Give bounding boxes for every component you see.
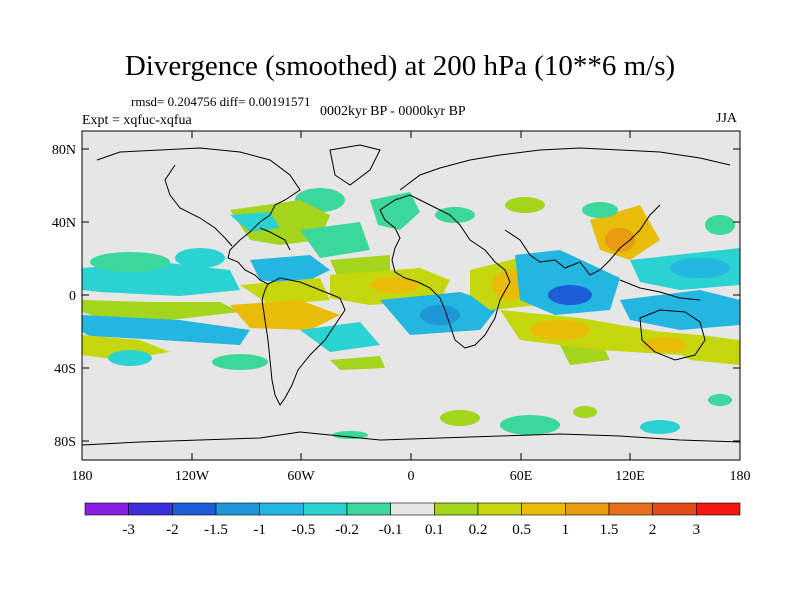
field-polygon: [82, 300, 240, 320]
colorbar-swatch: [652, 502, 697, 516]
lon-label-60e: 60E: [510, 469, 533, 484]
field-polygon: [440, 410, 480, 426]
colorbar-label: -0.2: [335, 522, 359, 538]
colorbar-label: 1.5: [600, 522, 619, 538]
coastline-south-america: [261, 277, 346, 406]
coastline-north-america: [96, 147, 301, 285]
coastline-greenland: [329, 144, 381, 186]
lon-label-0: 0: [408, 469, 415, 484]
colorbar-swatch: [259, 502, 304, 516]
lat-label-40n: 40N: [52, 216, 76, 231]
field-polygon: [573, 406, 597, 418]
field-polygon: [548, 285, 592, 305]
field-polygon: [90, 252, 170, 272]
field-polygon: [82, 315, 250, 345]
field-polygon: [370, 277, 420, 293]
field-polygon: [212, 354, 268, 370]
lat-axis: 80N 40N 0 40S 80S: [52, 143, 740, 450]
field-polygon: [620, 290, 740, 330]
field-polygon: [708, 394, 732, 406]
colorbar-swatch: [84, 502, 129, 516]
lat-label-80n: 80N: [52, 143, 76, 158]
lon-label-180e: 180: [730, 469, 751, 484]
colorbar-label: -0.1: [379, 522, 403, 538]
colorbar-swatch: [477, 502, 522, 516]
colorbar-label: 0.2: [469, 522, 488, 538]
stats-label: rmsd= 0.204756 diff= 0.00191571: [131, 94, 311, 109]
field-polygon: [250, 255, 330, 285]
colorbar-swatch: [608, 502, 653, 516]
coastline-scandinavia: [399, 154, 501, 191]
lon-label-120w: 120W: [175, 469, 210, 484]
coastline-south-asia: [504, 204, 661, 276]
lon-label-120e: 120E: [615, 469, 645, 484]
colorbar-label: 0.5: [512, 522, 531, 538]
colorbar-swatch: [303, 502, 348, 516]
field-polygon: [505, 197, 545, 213]
coastline-gulf: [259, 227, 291, 251]
field-polygon: [670, 258, 730, 278]
field-polygon: [582, 202, 618, 218]
coastline-pacific-na: [164, 164, 233, 247]
period-label: 0002kyr BP - 0000kyr BP: [320, 104, 466, 119]
colorbar-label: 0.1: [425, 522, 444, 538]
coastline-antarctica: [82, 431, 740, 446]
coastline-arctic-asia: [499, 147, 731, 166]
colorbar: -3 -2 -1.5 -1 -0.5 -0.2 -0.1 0.1 0.2 0.5 1 1.5 2 3: [84, 502, 741, 538]
colorbar-swatch: [390, 502, 435, 516]
field-polygon: [515, 250, 620, 315]
field-polygon: [108, 350, 152, 366]
field-polygon: [605, 228, 635, 252]
field-polygon: [435, 207, 475, 223]
colorbar-swatch: [346, 502, 391, 516]
colorbar-swatch: [434, 502, 479, 516]
coastline-australia: [639, 309, 706, 361]
colorbar-label: 1: [562, 522, 570, 538]
colorbar-label: 2: [649, 522, 657, 538]
lon-axis: 180 120W 60W 0 60E 120E 180: [72, 131, 751, 484]
lat-label-eq: 0: [69, 289, 76, 304]
coastline-africa-europe: [379, 194, 511, 349]
coastlines: [82, 144, 740, 446]
field-polygon: [705, 215, 735, 235]
lon-label-60w: 60W: [287, 469, 315, 484]
colorbar-label: -0.5: [291, 522, 315, 538]
colorbar-label: -1: [253, 522, 266, 538]
colorbar-swatch: [696, 502, 741, 516]
field-polygon: [370, 192, 420, 230]
chart-title: Divergence (smoothed) at 200 hPa (10**6 …: [124, 50, 676, 82]
field-polygon: [530, 320, 590, 340]
lat-label-40s: 40S: [54, 362, 76, 377]
colorbar-label: -1.5: [204, 522, 228, 538]
lat-label-80s: 80S: [54, 435, 76, 450]
field-polygon: [500, 415, 560, 435]
coastline-indonesia: [619, 279, 701, 301]
season-label: JJA: [716, 111, 738, 126]
colorbar-label: 3: [693, 522, 701, 538]
colorbar-swatch: [128, 502, 173, 516]
anomaly-fields: [82, 188, 740, 439]
field-polygon: [300, 222, 370, 258]
colorbar-label: -2: [166, 522, 179, 538]
field-polygon: [643, 337, 687, 353]
experiment-label: Expt = xqfuc-xqfua: [82, 113, 192, 128]
field-polygon: [230, 300, 340, 330]
colorbar-swatch: [172, 502, 217, 516]
colorbar-label: -3: [122, 522, 135, 538]
colorbar-swatch: [521, 502, 566, 516]
field-polygon: [332, 431, 368, 439]
colorbar-swatch: [565, 502, 610, 516]
field-polygon: [640, 420, 680, 434]
lon-label-180w: 180: [72, 469, 93, 484]
field-polygon: [420, 305, 460, 325]
colorbar-swatch: [215, 502, 260, 516]
field-polygon: [175, 248, 225, 268]
field-polygon: [330, 356, 385, 370]
